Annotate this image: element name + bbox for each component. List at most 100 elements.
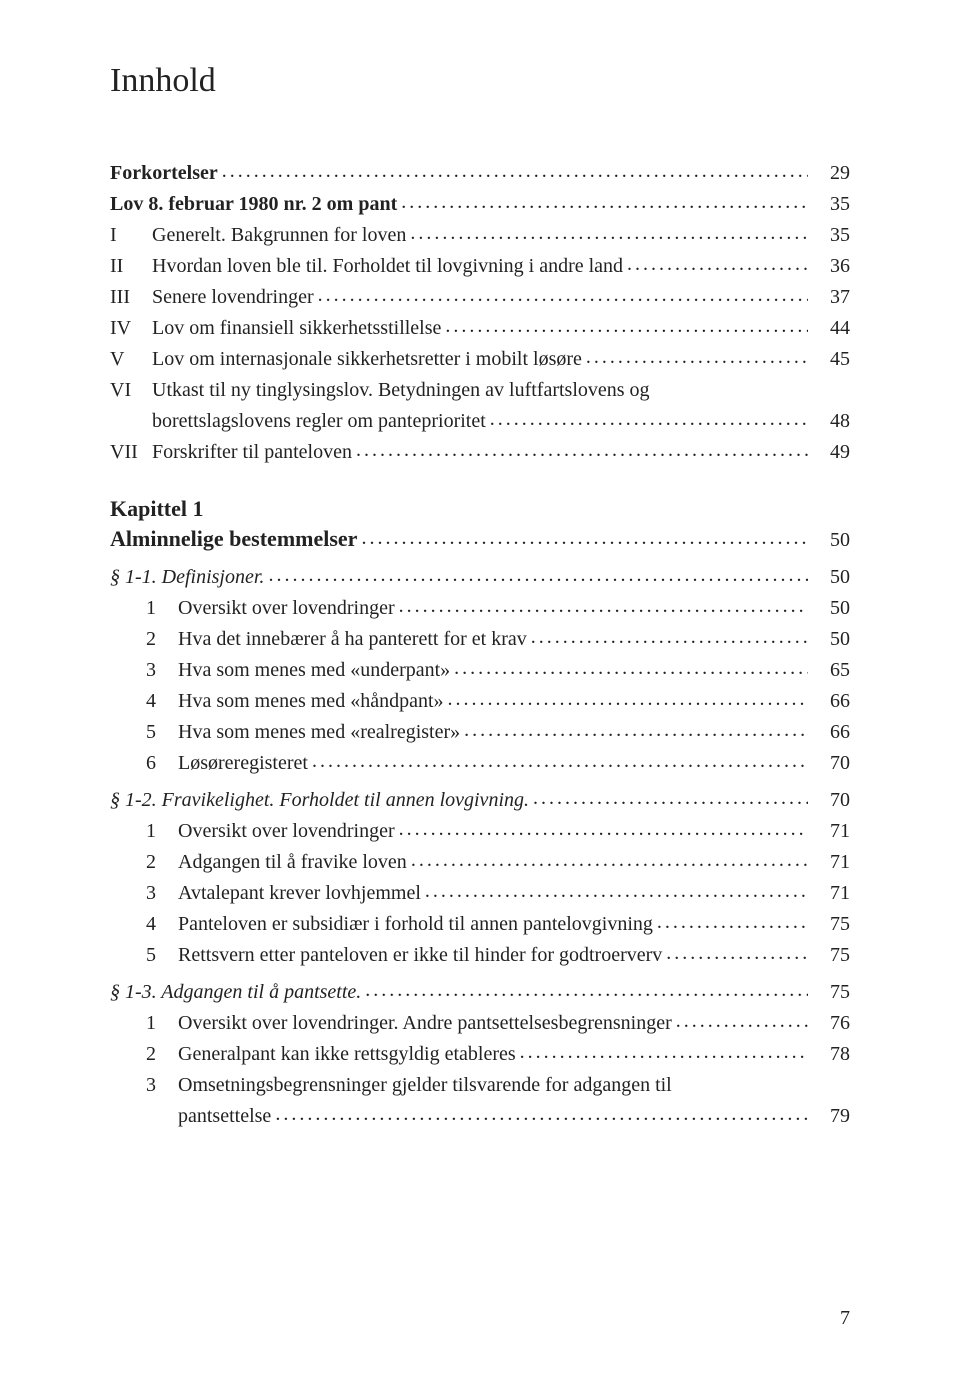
toc-label: Forskrifter til panteloven — [152, 437, 352, 467]
toc-label: Hva som menes med «realregister» — [178, 717, 460, 747]
leader-dots — [666, 938, 808, 968]
toc-label: § 1-2. Fravikelighet. Forholdet til anne… — [110, 785, 529, 815]
toc-entry-I: I Generelt. Bakgrunnen for loven 35 — [110, 220, 850, 250]
toc-label: Omsetningsbegrensninger gjelder tilsvare… — [178, 1070, 672, 1100]
toc-page: 35 — [812, 189, 850, 219]
leader-dots — [676, 1006, 808, 1036]
toc-page: 35 — [812, 220, 850, 250]
toc-entry-s1-3: § 1-3. Adgangen til å pantsette. 75 — [110, 977, 850, 1007]
toc-roman: IV — [110, 313, 152, 343]
toc-entry-III: III Senere lovendringer 37 — [110, 282, 850, 312]
toc-label: Alminnelige bestemmelser — [110, 522, 357, 555]
toc-page: 50 — [812, 562, 850, 592]
toc-entry-II: II Hvordan loven ble til. Forholdet til … — [110, 251, 850, 281]
toc-entry-VI-line2: borettslagslovens regler om pantepriorit… — [110, 406, 850, 436]
toc-entry-VII: VII Forskrifter til panteloven 49 — [110, 437, 850, 467]
toc-entry-s1-1-4: 4 Hva som menes med «håndpant» 66 — [110, 686, 850, 716]
toc-label: Rettsvern etter panteloven er ikke til h… — [178, 940, 662, 970]
toc-label: Oversikt over lovendringer. Andre pantse… — [178, 1008, 672, 1038]
toc-entry-s1-1: § 1-1. Definisjoner. 50 — [110, 562, 850, 592]
toc-entry-s1-3-3-line2: pantsettelse 79 — [110, 1101, 850, 1131]
leader-dots — [401, 187, 808, 217]
toc-label: borettslagslovens regler om pantepriorit… — [152, 406, 486, 436]
toc-num: 3 — [146, 878, 178, 908]
toc-num: 1 — [146, 816, 178, 846]
toc-entry-s1-2-1: 1 Oversikt over lovendringer 71 — [110, 816, 850, 846]
toc-label: Lov om finansiell sikkerhetsstillelse — [152, 313, 441, 343]
toc-num: 4 — [146, 686, 178, 716]
toc-label: Generalpant kan ikke rettsgyldig etabler… — [178, 1039, 516, 1069]
toc-roman: I — [110, 220, 152, 250]
toc-num: 5 — [146, 940, 178, 970]
toc-label: Senere lovendringer — [152, 282, 314, 312]
toc-entry-s1-2-3: 3 Avtalepant krever lovhjemmel 71 — [110, 878, 850, 908]
toc-page: 50 — [812, 624, 850, 654]
toc-entry-s1-2: § 1-2. Fravikelighet. Forholdet til anne… — [110, 785, 850, 815]
leader-dots — [356, 435, 808, 465]
toc-label: Forkortelser — [110, 158, 218, 188]
leader-dots — [454, 653, 808, 683]
toc-label: Adgangen til å fravike loven — [178, 847, 407, 877]
toc-roman-blank — [110, 406, 152, 436]
toc-entry-s1-2-2: 2 Adgangen til å fravike loven 71 — [110, 847, 850, 877]
toc-roman: V — [110, 344, 152, 374]
toc-label: Oversikt over lovendringer — [178, 816, 395, 846]
toc-entry-VI-line1: VI Utkast til ny tinglysingslov. Betydni… — [110, 375, 850, 405]
toc-num: 6 — [146, 748, 178, 778]
toc-page: 65 — [812, 655, 850, 685]
toc-entry-s1-3-2: 2 Generalpant kan ikke rettsgyldig etabl… — [110, 1039, 850, 1069]
toc-page: 50 — [812, 525, 850, 555]
chapter-heading: Kapittel 1 — [110, 496, 850, 522]
toc-page: 79 — [812, 1101, 850, 1131]
leader-dots — [627, 249, 808, 279]
toc-label: § 1-1. Definisjoner. — [110, 562, 264, 592]
toc-label: Avtalepant krever lovhjemmel — [178, 878, 421, 908]
toc-num: 3 — [146, 655, 178, 685]
leader-dots — [410, 218, 808, 248]
toc-page: 75 — [812, 909, 850, 939]
toc-num: 2 — [146, 624, 178, 654]
toc-label: Hva som menes med «underpant» — [178, 655, 450, 685]
leader-dots — [586, 342, 808, 372]
leader-dots — [275, 1099, 808, 1129]
toc-entry-s1-3-1: 1 Oversikt over lovendringer. Andre pant… — [110, 1008, 850, 1038]
toc-entry-forkortelser: Forkortelser 29 — [110, 158, 850, 188]
page-number: 7 — [840, 1307, 850, 1330]
toc-label: Hva som menes med «håndpant» — [178, 686, 444, 716]
toc-label: Løsøreregisteret — [178, 748, 308, 778]
toc-page: 50 — [812, 593, 850, 623]
toc-entry-s1-1-3: 3 Hva som menes med «underpant» 65 — [110, 655, 850, 685]
toc-entry-lov8: Lov 8. februar 1980 nr. 2 om pant 35 — [110, 189, 850, 219]
toc-page: 44 — [812, 313, 850, 343]
toc-page: 36 — [812, 251, 850, 281]
leader-dots — [464, 715, 808, 745]
toc-page: 76 — [812, 1008, 850, 1038]
leader-dots — [448, 684, 809, 714]
toc-entry-s1-1-2: 2 Hva det innebærer å ha panterett for e… — [110, 624, 850, 654]
toc-num: 3 — [146, 1070, 178, 1100]
toc-label: Generelt. Bakgrunnen for loven — [152, 220, 406, 250]
toc-label: Lov om internasjonale sikkerhetsretter i… — [152, 344, 582, 374]
toc-page: 75 — [812, 977, 850, 1007]
leader-dots — [657, 907, 808, 937]
toc-page: 70 — [812, 785, 850, 815]
leader-dots — [312, 746, 808, 776]
toc-page: 70 — [812, 748, 850, 778]
leader-dots — [520, 1037, 808, 1067]
toc-page: 66 — [812, 717, 850, 747]
leader-dots — [268, 560, 808, 590]
toc-entry-s1-1-5: 5 Hva som menes med «realregister» 66 — [110, 717, 850, 747]
leader-dots — [318, 280, 808, 310]
toc-num: 2 — [146, 847, 178, 877]
toc-label: § 1-3. Adgangen til å pantsette. — [110, 977, 361, 1007]
toc-label: Oversikt over lovendringer — [178, 593, 395, 623]
toc-label: Utkast til ny tinglysingslov. Betydninge… — [152, 375, 650, 405]
toc-entry-s1-2-4: 4 Panteloven er subsidiær i forhold til … — [110, 909, 850, 939]
page-title: Innhold — [110, 62, 850, 100]
toc-page: 29 — [812, 158, 850, 188]
toc-page: 37 — [812, 282, 850, 312]
leader-dots — [531, 622, 808, 652]
toc-page: 48 — [812, 406, 850, 436]
leader-dots — [222, 156, 808, 186]
toc-num: 1 — [146, 593, 178, 623]
